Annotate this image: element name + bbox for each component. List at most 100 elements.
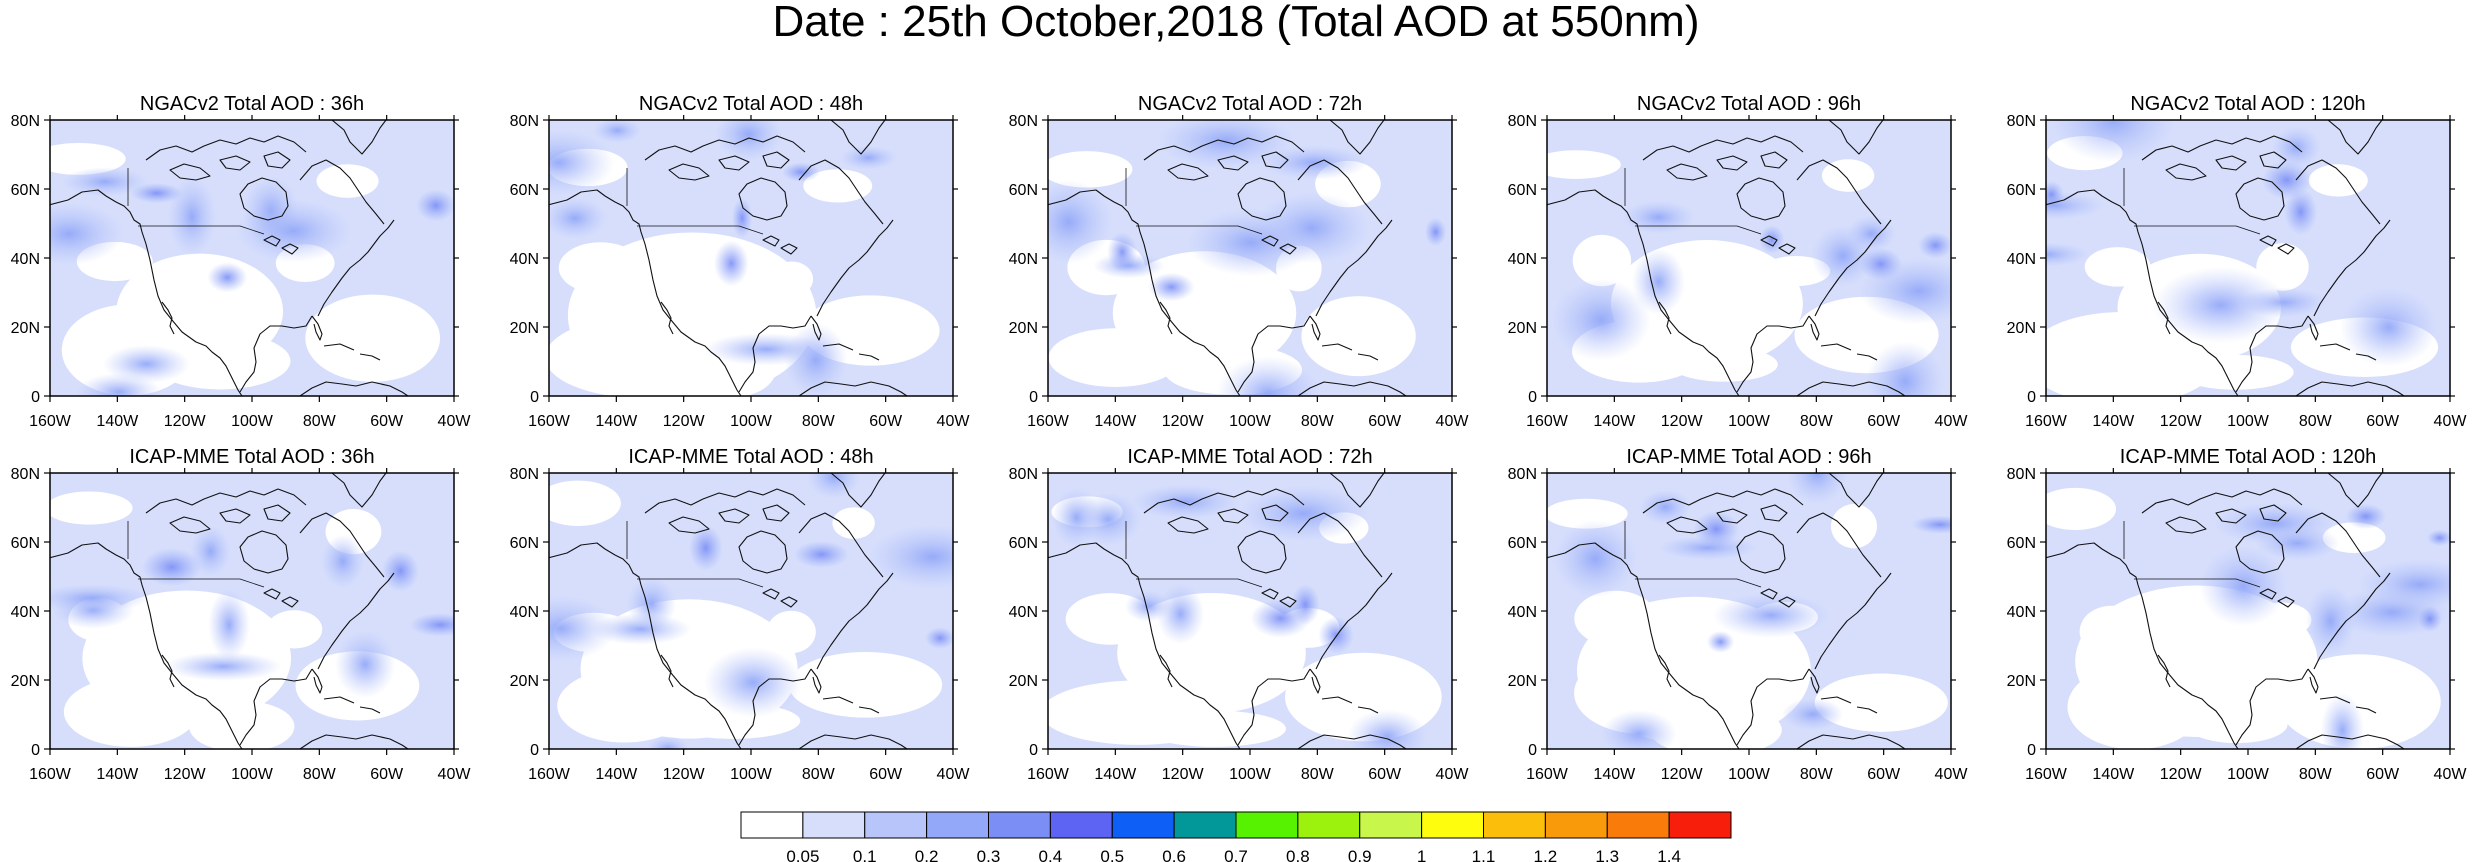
lat-tick-label: 0 (31, 742, 40, 759)
lon-tick-label: 160W (1027, 766, 1070, 783)
lon-tick-label: 120W (1661, 766, 1704, 783)
colorbar-swatch (864, 811, 928, 839)
lon-tick-label: 40W (1935, 413, 1969, 430)
lon-tick-label: 60W (869, 413, 903, 430)
map-panel: NGACv2 Total AOD : 96h 160W 140W 120W 100W 80… (1508, 93, 1969, 430)
map-panel: ICAP-MME Total AOD : 36h 160W 140W 120W 100W… (11, 446, 472, 783)
aod-field (2046, 473, 2450, 749)
lon-tick-label: 80W (802, 413, 836, 430)
colorbar-label: 1.4 (1657, 847, 1681, 862)
map-panel: ICAP-MME Total AOD : 96h 160W 140W 120W 100W… (1508, 446, 1969, 783)
aod-field (1048, 120, 1452, 396)
colorbar: 0.05 0.1 0.2 0.3 0.4 0.5 0.6 0.7 0.8 0.9 1 1.1 1.2 1.… (740, 811, 1732, 862)
colorbar-label: 0.9 (1348, 847, 1372, 862)
panel-title: NGACv2 Total AOD : 48h (639, 93, 863, 115)
lat-tick-label: 0 (1029, 389, 1038, 406)
lon-tick-label: 120W (663, 766, 706, 783)
lat-tick-label: 80N (11, 113, 40, 130)
lon-tick-label: 80W (303, 413, 337, 430)
lon-tick-label: 80W (2299, 766, 2333, 783)
lat-tick-label: 60N (2007, 535, 2036, 552)
panel-title: NGACv2 Total AOD : 36h (140, 93, 364, 115)
panel-title: ICAP-MME Total AOD : 96h (1626, 446, 1871, 468)
aod-field (50, 473, 454, 749)
lat-tick-label: 80N (1009, 466, 1038, 483)
lon-tick-label: 60W (1368, 413, 1402, 430)
lon-tick-label: 80W (1301, 413, 1335, 430)
lat-tick-label: 80N (11, 466, 40, 483)
colorbar-label: 0.8 (1286, 847, 1310, 862)
lon-tick-label: 160W (29, 766, 72, 783)
lon-tick-label: 60W (370, 766, 404, 783)
lon-tick-label: 140W (2092, 766, 2135, 783)
lon-tick-label: 40W (1436, 413, 1470, 430)
lon-tick-label: 100W (231, 766, 274, 783)
lat-tick-label: 20N (510, 673, 539, 690)
lon-tick-label: 140W (2092, 413, 2135, 430)
lat-tick-label: 40N (2007, 251, 2036, 268)
lon-tick-label: 40W (937, 413, 971, 430)
lat-tick-label: 40N (1009, 604, 1038, 621)
lat-tick-label: 80N (2007, 113, 2036, 130)
aod-field (549, 120, 953, 396)
lon-tick-label: 160W (29, 413, 72, 430)
map-panel: ICAP-MME Total AOD : 72h 160W 140W 120W 100W… (1009, 446, 1470, 783)
lat-tick-label: 40N (2007, 604, 2036, 621)
colorbar-label: 0.5 (1100, 847, 1124, 862)
lat-tick-label: 20N (2007, 673, 2036, 690)
lon-tick-label: 40W (2434, 766, 2468, 783)
lon-tick-label: 40W (438, 766, 472, 783)
panel-title: NGACv2 Total AOD : 72h (1138, 93, 1362, 115)
lon-tick-label: 120W (1162, 766, 1205, 783)
lat-tick-label: 0 (2027, 742, 2036, 759)
lat-tick-label: 40N (1508, 604, 1537, 621)
lon-tick-label: 40W (1436, 766, 1470, 783)
lat-tick-label: 40N (510, 604, 539, 621)
lat-tick-label: 80N (2007, 466, 2036, 483)
lon-tick-label: 120W (164, 766, 207, 783)
lat-tick-label: 20N (2007, 320, 2036, 337)
lon-tick-label: 120W (663, 413, 706, 430)
lat-tick-label: 60N (1009, 535, 1038, 552)
lon-tick-label: 100W (1728, 766, 1771, 783)
lat-tick-label: 0 (1029, 742, 1038, 759)
colorbar-swatch (1235, 811, 1299, 839)
colorbar-swatch (1606, 811, 1670, 839)
lat-tick-label: 80N (1508, 466, 1537, 483)
map-panel: NGACv2 Total AOD : 36h 160W 140W 120W 100W 80… (11, 93, 472, 430)
colorbar-swatch (740, 811, 804, 839)
lat-tick-label: 60N (510, 535, 539, 552)
lon-tick-label: 60W (370, 413, 404, 430)
panel-title: NGACv2 Total AOD : 96h (1637, 93, 1861, 115)
colorbar-label: 0.2 (915, 847, 939, 862)
lat-tick-label: 80N (1508, 113, 1537, 130)
lon-tick-label: 60W (1867, 766, 1901, 783)
lon-tick-label: 40W (1935, 766, 1969, 783)
colorbar-swatch (1111, 811, 1175, 839)
lat-tick-label: 20N (1009, 320, 1038, 337)
lat-tick-label: 80N (510, 466, 539, 483)
lon-tick-label: 80W (802, 766, 836, 783)
lon-tick-label: 160W (1526, 413, 1569, 430)
lon-tick-label: 120W (1661, 413, 1704, 430)
lat-tick-label: 80N (510, 113, 539, 130)
lon-tick-label: 160W (1526, 766, 1569, 783)
colorbar-swatch (1173, 811, 1237, 839)
lon-tick-label: 60W (1368, 766, 1402, 783)
colorbar-label: 1.2 (1534, 847, 1558, 862)
lon-tick-label: 140W (96, 413, 139, 430)
lon-tick-label: 120W (2160, 413, 2203, 430)
lon-tick-label: 140W (595, 413, 638, 430)
aod-field (1547, 473, 1951, 749)
colorbar-swatch (926, 811, 989, 839)
lat-tick-label: 0 (1528, 742, 1537, 759)
colorbar-swatch (1359, 811, 1423, 839)
colorbar-swatch (802, 811, 866, 839)
lon-tick-label: 100W (1229, 766, 1272, 783)
lat-tick-label: 80N (1009, 113, 1038, 130)
lat-tick-label: 60N (1508, 182, 1537, 199)
map-panel: ICAP-MME Total AOD : 48h 160W 140W 120W 100W… (510, 446, 971, 783)
colorbar-label: 1 (1417, 847, 1426, 862)
lon-tick-label: 80W (1800, 413, 1834, 430)
